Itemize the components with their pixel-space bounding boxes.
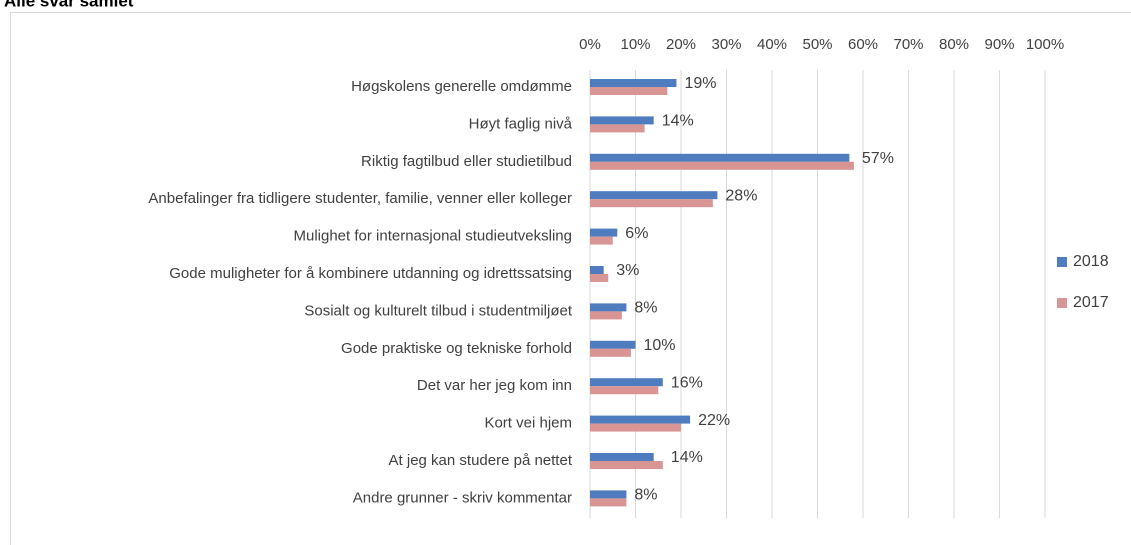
category-label: Høgskolens generelle omdømme (351, 78, 572, 95)
x-tick-label: 80% (939, 36, 969, 53)
category-label: Gode muligheter for å kombinere utdannin… (169, 265, 572, 282)
bar (590, 303, 627, 312)
bar (590, 423, 681, 432)
bar (590, 87, 668, 95)
bar (590, 228, 618, 237)
data-label: 6% (625, 225, 648, 242)
data-label: 22% (698, 412, 730, 429)
data-label: 19% (684, 75, 716, 92)
bar (590, 79, 677, 87)
category-label: Riktig fagtilbud eller studietilbud (361, 153, 572, 170)
category-label: Sosialt og kulturelt tilbud i studentmil… (304, 302, 572, 319)
data-label: 8% (634, 300, 657, 317)
category-label: Andre grunner - skriv kommentar (353, 489, 572, 506)
legend-label: 2017 (1073, 294, 1109, 311)
data-label: 3% (616, 262, 639, 279)
x-tick-label: 0% (579, 36, 601, 53)
bar (590, 378, 663, 387)
bar (590, 348, 631, 357)
bar (590, 153, 850, 162)
bar (590, 340, 636, 349)
bar (590, 498, 627, 507)
chart-frame (10, 12, 1131, 545)
legend-label: 2018 (1073, 253, 1109, 270)
category-label: Mulighet for internasjonal studieutveksl… (294, 228, 573, 245)
bar (590, 161, 854, 170)
x-tick-label: 90% (984, 36, 1014, 53)
bar (590, 266, 604, 274)
x-tick-label: 30% (711, 36, 741, 53)
bar (590, 116, 654, 125)
legend-swatch (1057, 298, 1067, 308)
bar (590, 490, 627, 499)
category-label: Det var her jeg kom inn (417, 377, 572, 394)
category-label: At jeg kan studere på nettet (389, 452, 573, 469)
x-tick-label: 50% (802, 36, 832, 53)
bar (590, 236, 613, 245)
chart-title: Alle svar samlet (4, 0, 134, 10)
legend-swatch (1057, 257, 1067, 267)
bar (590, 274, 609, 282)
x-tick-label: 10% (620, 36, 650, 53)
category-label: Kort vei hjem (484, 415, 572, 432)
x-tick-label: 20% (666, 36, 696, 53)
bar (590, 461, 663, 469)
data-label: 57% (862, 150, 894, 167)
bar (590, 199, 713, 208)
data-label: 8% (634, 487, 657, 504)
bar (590, 124, 645, 133)
data-label: 16% (671, 374, 703, 391)
x-tick-label: 40% (757, 36, 787, 53)
bar (590, 191, 718, 200)
bar (590, 386, 659, 395)
data-label: 14% (671, 449, 703, 466)
bar (590, 415, 691, 424)
data-label: 28% (725, 187, 757, 204)
category-label: Anbefalinger fra tidligere studenter, fa… (148, 190, 572, 207)
data-label: 14% (662, 113, 694, 130)
x-tick-label: 70% (893, 36, 923, 53)
bar (590, 453, 654, 461)
bar (590, 311, 622, 320)
category-label: Høyt faglig nivå (469, 115, 573, 132)
x-tick-label: 60% (848, 36, 878, 53)
data-label: 10% (644, 337, 676, 354)
x-tick-label: 100% (1026, 36, 1064, 53)
category-label: Gode praktiske og tekniske forhold (341, 340, 572, 357)
